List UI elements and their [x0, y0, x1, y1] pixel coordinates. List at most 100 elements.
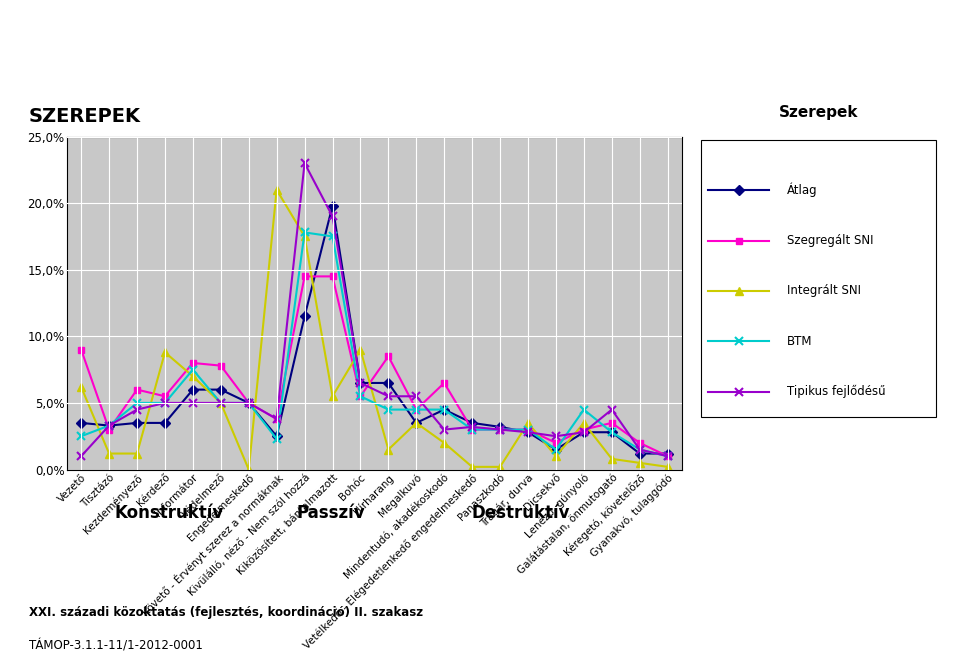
Integrált SNI — [76, 383, 87, 391]
Integrált SNI — [299, 232, 310, 240]
BTM — [243, 399, 254, 407]
BTM — [354, 392, 366, 400]
Tipikus fejlődésű — [215, 399, 227, 407]
Átlag — [354, 379, 366, 387]
Tipikus fejlődésű — [243, 399, 254, 407]
Line: Átlag: Átlag — [78, 202, 671, 457]
BTM — [326, 232, 338, 240]
Integrált SNI — [578, 419, 589, 427]
Szegregált SNI — [104, 426, 115, 434]
Integrált SNI — [187, 372, 199, 380]
Szegregált SNI — [578, 426, 589, 434]
Szegregált SNI — [326, 272, 338, 280]
Tipikus fejlődésű — [354, 379, 366, 387]
Text: Konstruktív: Konstruktív — [115, 503, 225, 522]
BTM — [299, 228, 310, 236]
BTM — [271, 435, 282, 443]
Szegregált SNI — [494, 426, 506, 434]
Szegregált SNI — [439, 379, 450, 387]
BTM — [522, 426, 534, 434]
Integrált SNI — [494, 463, 506, 471]
Szegregált SNI — [606, 419, 617, 427]
Szegregált SNI — [522, 426, 534, 434]
Text: Tipikus fejlődésű: Tipikus fejlődésű — [786, 385, 885, 398]
Átlag — [187, 386, 199, 394]
Átlag — [271, 432, 282, 440]
Text: SZEREPEK: SZEREPEK — [29, 107, 141, 126]
Tipikus fejlődésű — [187, 399, 199, 407]
Tipikus fejlődésű — [467, 423, 478, 431]
Line: BTM: BTM — [77, 228, 672, 460]
Szegregált SNI — [467, 426, 478, 434]
BTM — [383, 406, 395, 414]
Tipikus fejlődésű — [439, 426, 450, 434]
Átlag — [299, 312, 310, 320]
Tipikus fejlődésű — [76, 452, 87, 460]
Text: Szegregált SNI: Szegregált SNI — [786, 234, 873, 247]
Integrált SNI — [634, 459, 645, 467]
Integrált SNI — [354, 346, 366, 354]
BTM — [187, 366, 199, 374]
Text: BTM: BTM — [786, 335, 812, 348]
Szegregált SNI — [271, 415, 282, 423]
Text: TÁMOP-3.1.1-11/1-2012-0001: TÁMOP-3.1.1-11/1-2012-0001 — [29, 639, 203, 653]
Tipikus fejlődésű — [634, 446, 645, 454]
BTM — [132, 399, 143, 407]
Integrált SNI — [215, 399, 227, 407]
BTM — [606, 428, 617, 436]
Integrált SNI — [606, 455, 617, 463]
Tipikus fejlődésű — [411, 392, 422, 400]
Szegregált SNI — [550, 439, 562, 447]
Szegregált SNI — [76, 346, 87, 354]
Átlag — [661, 450, 673, 458]
Integrált SNI — [326, 392, 338, 400]
Integrált SNI — [467, 463, 478, 471]
Szegregált SNI — [354, 392, 366, 400]
Szegregált SNI — [661, 452, 673, 460]
Átlag — [243, 399, 254, 407]
Integrált SNI — [522, 419, 534, 427]
Line: Szegregált SNI: Szegregált SNI — [78, 273, 671, 460]
BTM — [634, 446, 645, 454]
Tipikus fejlődésű — [522, 428, 534, 436]
Tipikus fejlődésű — [104, 422, 115, 430]
Integrált SNI — [104, 450, 115, 458]
Text: Passzív: Passzív — [297, 503, 365, 522]
Tipikus fejlődésű — [326, 212, 338, 220]
Átlag — [411, 419, 422, 427]
Szegregált SNI — [132, 386, 143, 394]
BTM — [494, 426, 506, 434]
Átlag — [439, 406, 450, 414]
Szegregált SNI — [383, 352, 395, 360]
Integrált SNI — [243, 466, 254, 474]
Szegregált SNI — [411, 406, 422, 414]
Tipikus fejlődésű — [271, 415, 282, 423]
Integrált SNI — [271, 186, 282, 194]
Átlag — [467, 419, 478, 427]
BTM — [215, 399, 227, 407]
Átlag — [383, 379, 395, 387]
Text: Átlag: Átlag — [786, 183, 817, 197]
Tipikus fejlődésű — [661, 452, 673, 460]
Tipikus fejlődésű — [299, 159, 310, 167]
Átlag — [550, 446, 562, 454]
Tipikus fejlődésű — [578, 428, 589, 436]
Integrált SNI — [132, 450, 143, 458]
Text: Destruktív: Destruktív — [471, 503, 570, 522]
BTM — [159, 399, 171, 407]
Szegregált SNI — [187, 359, 199, 367]
Tipikus fejlődésű — [550, 432, 562, 440]
Integrált SNI — [661, 463, 673, 471]
Szegregált SNI — [159, 392, 171, 400]
Átlag — [634, 450, 645, 458]
BTM — [550, 446, 562, 454]
Tipikus fejlődésű — [494, 426, 506, 434]
Tipikus fejlődésű — [383, 392, 395, 400]
Szegregált SNI — [215, 362, 227, 370]
Átlag — [104, 422, 115, 430]
Átlag — [159, 419, 171, 427]
BTM — [467, 426, 478, 434]
Átlag — [215, 386, 227, 394]
Átlag — [522, 428, 534, 436]
Integrált SNI — [159, 348, 171, 356]
